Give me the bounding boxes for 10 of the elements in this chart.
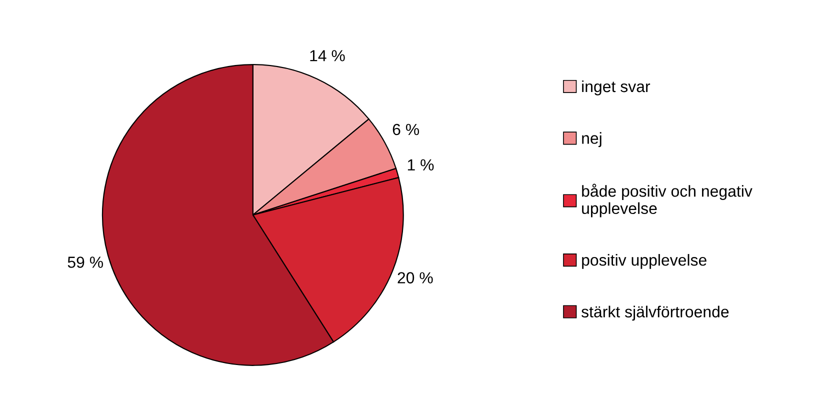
legend-label: stärkt självförtroende — [582, 306, 729, 321]
data-label: 6 % — [392, 124, 420, 136]
data-label: 1 % — [408, 159, 434, 170]
legend-label: positiv upplevelse — [582, 254, 706, 269]
legend-label: inget svar — [582, 80, 650, 96]
data-label: 59 % — [68, 256, 103, 268]
legend-label: nej — [582, 132, 602, 148]
legend-label: både positiv och negativ upplevelse — [582, 184, 752, 218]
data-label: 20 % — [398, 272, 433, 284]
data-label: 14 % — [310, 50, 345, 62]
